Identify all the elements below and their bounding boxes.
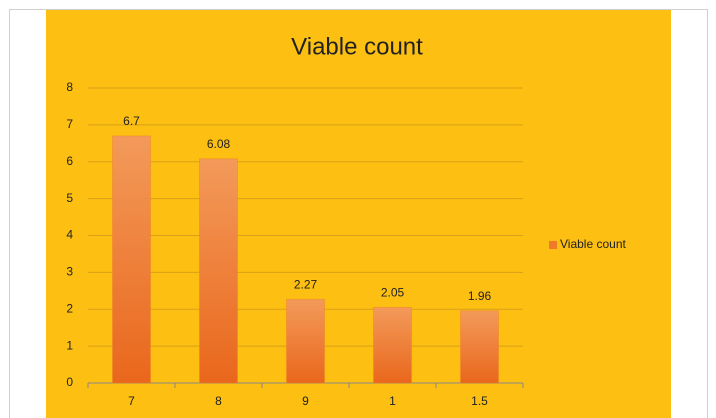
y-tick-label: 2 (66, 301, 73, 315)
y-tick-label: 7 (66, 117, 73, 131)
data-label: 6.08 (207, 137, 231, 151)
data-label: 2.27 (294, 277, 318, 291)
bar (286, 298, 325, 384)
data-label: 1.96 (468, 289, 492, 303)
y-tick-label: 5 (66, 191, 73, 205)
x-tick-label: 8 (215, 394, 222, 408)
legend-label: Viable count (560, 237, 626, 251)
y-tick-label: 8 (66, 80, 73, 94)
bar (460, 310, 499, 384)
data-label: 2.05 (381, 286, 405, 300)
y-tick-label: 3 (66, 265, 73, 279)
bar (199, 158, 238, 384)
bar (112, 135, 151, 384)
x-tick-label: 1 (389, 394, 396, 408)
y-tick-label: 6 (66, 154, 73, 168)
y-tick-label: 4 (66, 228, 73, 242)
chart-title: Viable count (291, 33, 423, 60)
y-tick-label: 1 (66, 338, 73, 352)
x-tick-label: 7 (128, 394, 135, 408)
x-tick-label: 1.5 (471, 394, 488, 408)
legend-swatch (549, 241, 557, 249)
x-tick-label: 9 (302, 394, 309, 408)
data-label: 6.7 (123, 114, 140, 128)
bar (373, 306, 412, 384)
y-tick-label: 0 (66, 375, 73, 389)
